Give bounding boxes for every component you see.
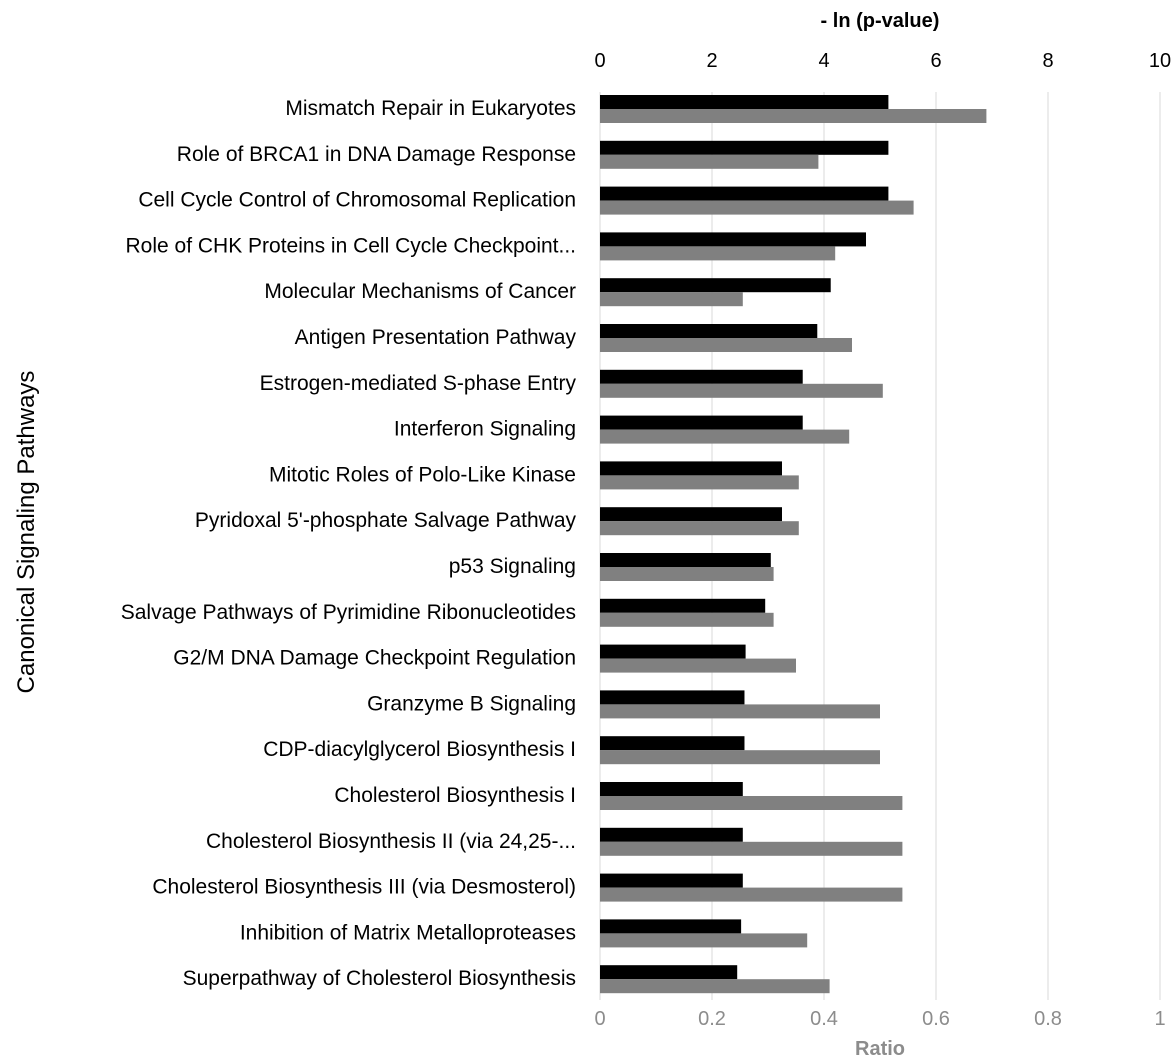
bar-neg-log-p-value bbox=[600, 965, 738, 980]
bottom-tick-label: 0.4 bbox=[810, 1008, 838, 1030]
category-label: Antigen Presentation Pathway bbox=[295, 326, 577, 349]
bottom-tick-label: 0.6 bbox=[922, 1008, 950, 1030]
bar-ratio bbox=[600, 109, 987, 123]
bottom-tick-label: 0.2 bbox=[698, 1008, 726, 1030]
bar-neg-log-p-value bbox=[600, 736, 745, 751]
bar-ratio bbox=[600, 933, 808, 948]
gridlines bbox=[599, 92, 1161, 1000]
bar-ratio bbox=[600, 475, 799, 490]
bar-neg-log-p-value bbox=[600, 324, 818, 338]
category-label: Salvage Pathways of Pyrimidine Ribonucle… bbox=[121, 601, 576, 624]
bar-neg-log-p-value bbox=[600, 369, 803, 384]
bar-neg-log-p-value bbox=[600, 919, 742, 934]
bottom-tick-label: 0 bbox=[594, 1008, 605, 1030]
bar-neg-log-p-value bbox=[600, 415, 803, 430]
bar-neg-log-p-value bbox=[600, 507, 782, 522]
category-label: Role of CHK Proteins in Cell Cycle Check… bbox=[125, 234, 576, 257]
category-label: p53 Signaling bbox=[449, 555, 576, 578]
bar-ratio bbox=[600, 429, 850, 444]
bar-neg-log-p-value bbox=[600, 690, 745, 705]
top-axis-title: - ln (p-value) bbox=[821, 10, 940, 32]
category-label: Estrogen-mediated S-phase Entry bbox=[260, 372, 577, 395]
category-label: Role of BRCA1 in DNA Damage Response bbox=[177, 143, 576, 166]
bottom-axis-ticks: 0 0.2 0.4 0.6 0.8 1 bbox=[594, 1008, 1165, 1030]
bottom-tick-label: 1 bbox=[1154, 1008, 1165, 1030]
category-label: CDP-diacylglycerol Biosynthesis I bbox=[263, 738, 576, 761]
category-label: Pyridoxal 5'-phosphate Salvage Pathway bbox=[195, 509, 577, 532]
category-label: Superpathway of Cholesterol Biosynthesis bbox=[183, 967, 576, 990]
bar-ratio bbox=[600, 704, 880, 719]
bars bbox=[600, 95, 987, 994]
category-label: Inhibition of Matrix Metalloproteases bbox=[240, 921, 576, 944]
category-label: Mitotic Roles of Polo-Like Kinase bbox=[269, 463, 576, 486]
bar-ratio bbox=[600, 154, 819, 169]
bar-ratio bbox=[600, 796, 903, 810]
bar-ratio bbox=[600, 521, 799, 536]
bar-neg-log-p-value bbox=[600, 598, 766, 613]
category-labels: Mismatch Repair in Eukaryotes Role of BRC… bbox=[121, 97, 577, 990]
bar-neg-log-p-value bbox=[600, 186, 889, 201]
bar-neg-log-p-value bbox=[600, 553, 771, 567]
bar-ratio bbox=[600, 979, 830, 994]
category-label: Cell Cycle Control of Chromosomal Replic… bbox=[138, 189, 576, 212]
bar-neg-log-p-value bbox=[600, 140, 889, 155]
bottom-axis-title: Ratio bbox=[855, 1038, 905, 1060]
bar-neg-log-p-value bbox=[600, 827, 743, 842]
category-label: Interferon Signaling bbox=[394, 418, 576, 441]
bar-ratio bbox=[600, 338, 852, 352]
bar-neg-log-p-value bbox=[600, 873, 743, 888]
bar-ratio bbox=[600, 567, 774, 581]
bar-neg-log-p-value bbox=[600, 782, 743, 796]
bar-ratio bbox=[600, 246, 836, 261]
y-axis-title: Canonical Signaling Pathways bbox=[13, 371, 40, 694]
bar-ratio bbox=[600, 383, 883, 398]
top-tick-label: 6 bbox=[930, 50, 941, 72]
category-label: Molecular Mechanisms of Cancer bbox=[264, 280, 576, 303]
top-tick-label: 2 bbox=[706, 50, 717, 72]
bar-neg-log-p-value bbox=[600, 232, 866, 247]
category-label: Cholesterol Biosynthesis I bbox=[334, 784, 576, 807]
bar-ratio bbox=[600, 887, 903, 902]
bar-ratio bbox=[600, 658, 796, 673]
bar-neg-log-p-value bbox=[600, 95, 889, 109]
category-label: Cholesterol Biosynthesis II (via 24,25-.… bbox=[206, 830, 576, 853]
bar-ratio bbox=[600, 292, 743, 307]
category-label: G2/M DNA Damage Checkpoint Regulation bbox=[173, 647, 576, 670]
bottom-tick-label: 0.8 bbox=[1034, 1008, 1062, 1030]
bar-neg-log-p-value bbox=[600, 461, 782, 476]
category-label: Cholesterol Biosynthesis III (via Desmos… bbox=[152, 876, 576, 899]
bar-ratio bbox=[600, 750, 880, 765]
top-axis-ticks: 0 2 4 6 8 10 bbox=[594, 50, 1171, 72]
category-label: Mismatch Repair in Eukaryotes bbox=[285, 97, 576, 120]
top-tick-label: 0 bbox=[594, 50, 605, 72]
bar-neg-log-p-value bbox=[600, 644, 746, 659]
bar-neg-log-p-value bbox=[600, 278, 831, 293]
bar-ratio bbox=[600, 841, 903, 856]
category-label: Granzyme B Signaling bbox=[367, 692, 576, 715]
top-tick-label: 4 bbox=[818, 50, 829, 72]
top-tick-label: 8 bbox=[1042, 50, 1053, 72]
top-tick-label: 10 bbox=[1149, 50, 1171, 72]
bar-ratio bbox=[600, 200, 914, 215]
bar-ratio bbox=[600, 612, 774, 627]
